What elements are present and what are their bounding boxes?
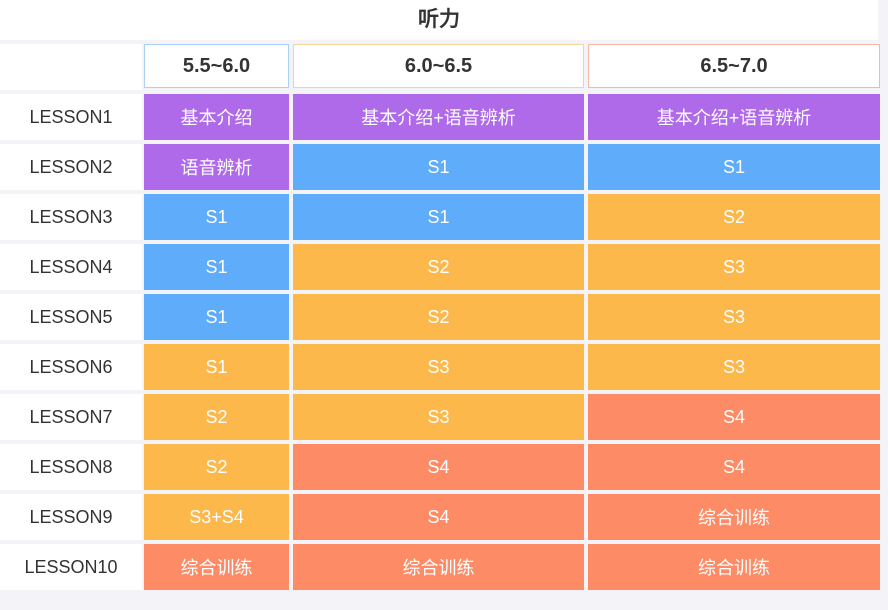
table-title: 听力 <box>0 0 878 40</box>
table-cell: S3 <box>293 394 584 440</box>
table-cell: S2 <box>293 294 584 340</box>
table-cell: 基本介绍 <box>144 94 289 140</box>
table-cell: S2 <box>144 394 289 440</box>
table-cell: S3 <box>588 244 880 290</box>
row-label: LESSON8 <box>0 444 142 490</box>
row-label: LESSON2 <box>0 144 142 190</box>
column-header-3: 6.5~7.0 <box>588 44 880 88</box>
table-cell: 综合训练 <box>144 544 289 590</box>
row-label: LESSON9 <box>0 494 142 540</box>
table-cell: S4 <box>588 394 880 440</box>
column-header-2: 6.0~6.5 <box>293 44 584 88</box>
table-cell: S4 <box>293 494 584 540</box>
row-label: LESSON6 <box>0 344 142 390</box>
table-cell: 基本介绍+语音辨析 <box>293 94 584 140</box>
row-label: LESSON7 <box>0 394 142 440</box>
table-cell: S1 <box>293 194 584 240</box>
row-label: LESSON5 <box>0 294 142 340</box>
table-cell: S3 <box>588 344 880 390</box>
table-cell: S4 <box>588 444 880 490</box>
table-cell: S1 <box>144 294 289 340</box>
table-cell: S4 <box>293 444 584 490</box>
row-label: LESSON10 <box>0 544 142 590</box>
table-cell: S3 <box>588 294 880 340</box>
table-cell: S1 <box>588 144 880 190</box>
table-cell: 综合训练 <box>293 544 584 590</box>
column-header-1: 5.5~6.0 <box>144 44 289 88</box>
table-cell: 综合训练 <box>588 494 880 540</box>
table-cell: S1 <box>293 144 584 190</box>
table-cell: S2 <box>293 244 584 290</box>
table-cell: S1 <box>144 194 289 240</box>
row-label: LESSON4 <box>0 244 142 290</box>
table-cell: S1 <box>144 244 289 290</box>
row-label: LESSON3 <box>0 194 142 240</box>
table-cell: S2 <box>144 444 289 490</box>
table-cell: 基本介绍+语音辨析 <box>588 94 880 140</box>
table-cell: S3+S4 <box>144 494 289 540</box>
table-cell: 语音辨析 <box>144 144 289 190</box>
table-cell: 综合训练 <box>588 544 880 590</box>
table-cell: S2 <box>588 194 880 240</box>
table-cell: S3 <box>293 344 584 390</box>
schedule-table: 5.5~6.0 6.0~6.5 6.5~7.0 LESSON1 基本介绍 基本介绍+语音辨… <box>0 40 888 610</box>
row-label: LESSON1 <box>0 94 142 140</box>
table-cell: S1 <box>144 344 289 390</box>
header-corner <box>0 44 142 90</box>
